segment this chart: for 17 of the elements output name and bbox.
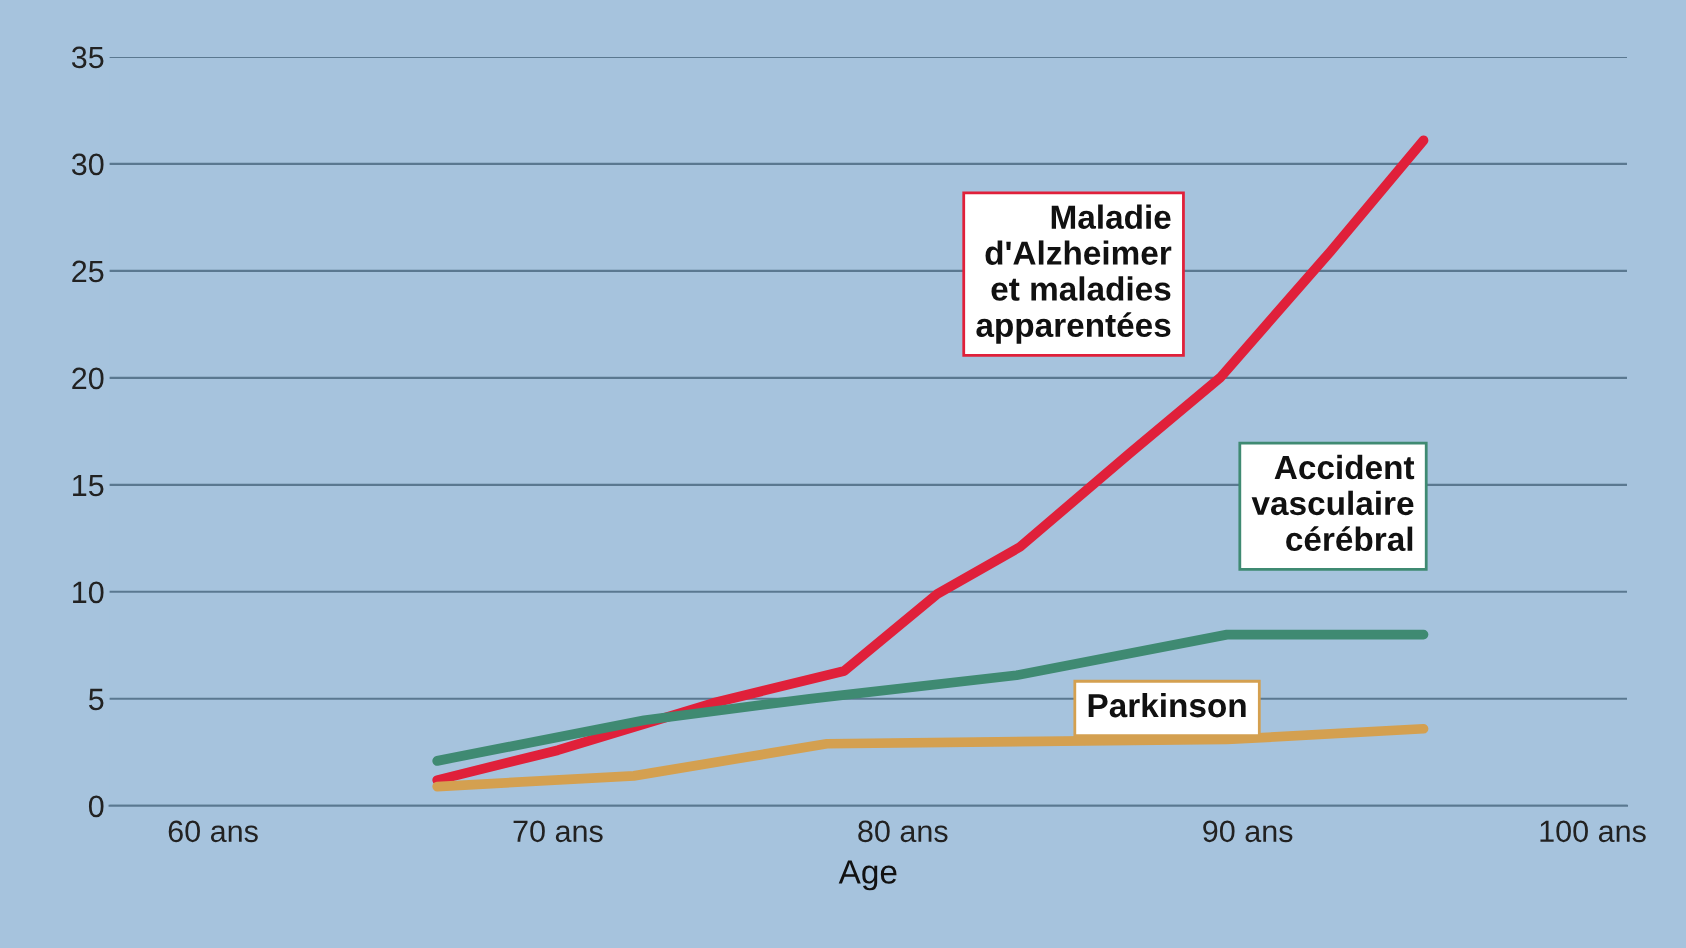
y-tick-label: 35 xyxy=(71,46,104,69)
x-tick-label: 90 ans xyxy=(1203,820,1293,843)
x-tick-label: 60 ans xyxy=(168,820,258,843)
x-tick-label: 80 ans xyxy=(858,820,948,843)
x-axis-title: Age xyxy=(838,860,897,891)
series-label: Maladie d'Alzheimer et maladies apparentées xyxy=(976,204,1172,344)
y-tick-label: 15 xyxy=(73,474,104,497)
y-tick-label: 25 xyxy=(72,260,104,283)
text: Accident vasculaire cérébral xyxy=(1251,454,1415,552)
y-tick-label: 20 xyxy=(72,367,104,390)
y-tick-label: 10 xyxy=(73,581,104,604)
y-tick-label: 5 xyxy=(88,688,104,711)
y-tick-label: 0 xyxy=(88,795,104,818)
x-tick-label: 100 ans xyxy=(1540,820,1646,843)
series-label: Parkinson xyxy=(1088,692,1246,718)
y-tick-label: 30 xyxy=(71,153,104,176)
x-tick-label: 70 ans xyxy=(513,820,603,843)
